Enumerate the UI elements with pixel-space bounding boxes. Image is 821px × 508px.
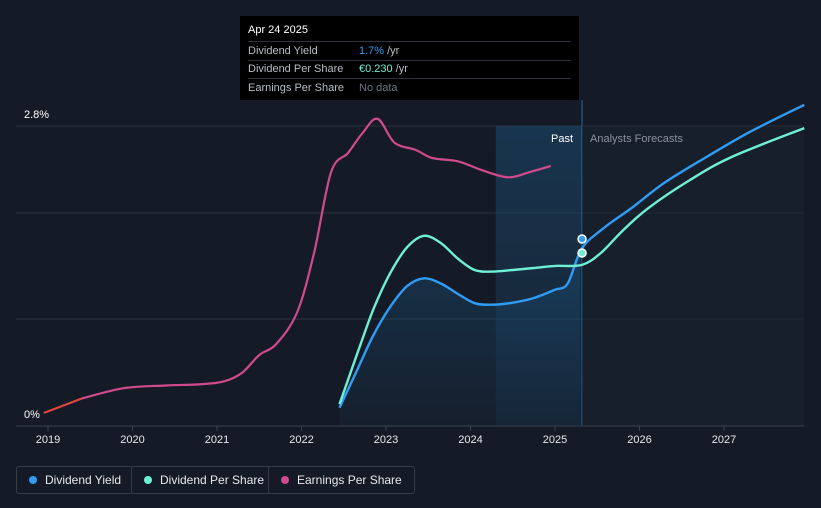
analysts-forecasts-label: Analysts Forecasts xyxy=(590,133,683,145)
tooltip-label: Dividend Per Share xyxy=(248,63,344,76)
tooltip-label: Dividend Yield xyxy=(248,44,318,57)
dividend-yield-marker xyxy=(577,234,587,244)
earnings-per-share-line xyxy=(81,117,552,400)
tooltip-value: €0.230 xyxy=(359,63,393,76)
dividend-per-share-marker xyxy=(577,248,587,258)
legend-dot-icon xyxy=(144,476,152,484)
x-tick-label: 2019 xyxy=(36,434,60,446)
x-tick-label: 2027 xyxy=(712,434,736,446)
legend-label: Dividend Per Share xyxy=(160,473,265,487)
x-tick-label: 2020 xyxy=(120,434,144,446)
tooltip-unit: /yr xyxy=(387,44,400,57)
tooltip: Apr 24 2025 Dividend Yield 1.7% /yr Divi… xyxy=(240,16,579,100)
y-tick-label-bottom: 0% xyxy=(24,409,40,421)
x-tick-label: 2025 xyxy=(543,434,567,446)
legend-label: Dividend Yield xyxy=(45,473,122,487)
tooltip-value: 1.7% xyxy=(359,44,385,57)
tooltip-value: No data xyxy=(359,81,398,94)
tooltip-row-earnings-per-share: Earnings Per Share No data xyxy=(248,79,571,97)
tooltip-date: Apr 24 2025 xyxy=(248,24,571,42)
past-region xyxy=(495,100,804,426)
x-tick-label: 2024 xyxy=(458,434,482,446)
past-label: Past xyxy=(551,133,573,145)
forecast-region-shade xyxy=(582,126,804,426)
tooltip-row-dividend-yield: Dividend Yield 1.7% /yr xyxy=(248,42,571,61)
tooltip-unit: /yr xyxy=(395,63,408,76)
legend-dot-icon xyxy=(29,476,37,484)
dividend-per-share-line xyxy=(338,126,805,405)
dividend-yield-line xyxy=(338,103,805,409)
legend-dot-icon xyxy=(281,476,289,484)
tooltip-label: Earnings Per Share xyxy=(248,81,344,94)
legend-label: Earnings Per Share xyxy=(297,473,402,487)
legend-dividend-yield[interactable]: Dividend Yield xyxy=(16,466,135,494)
x-tick-label: 2026 xyxy=(627,434,651,446)
x-tick-label: 2023 xyxy=(374,434,398,446)
legend-earnings-per-share[interactable]: Earnings Per Share xyxy=(268,466,415,494)
earnings-per-share-negative-segment xyxy=(43,397,83,415)
markers xyxy=(577,234,587,258)
x-tick-label: 2021 xyxy=(205,434,229,446)
y-tick-label-top: 2.8% xyxy=(24,109,49,121)
axis: 2019 2020 2021 2022 2023 2024 2025 2026 2027 2.8%… xyxy=(16,109,804,446)
legend-dividend-per-share[interactable]: Dividend Per Share xyxy=(131,466,278,494)
series xyxy=(43,103,805,415)
tooltip-row-dividend-per-share: Dividend Per Share €0.230 /yr xyxy=(248,61,571,79)
x-tick-label: 2022 xyxy=(289,434,313,446)
